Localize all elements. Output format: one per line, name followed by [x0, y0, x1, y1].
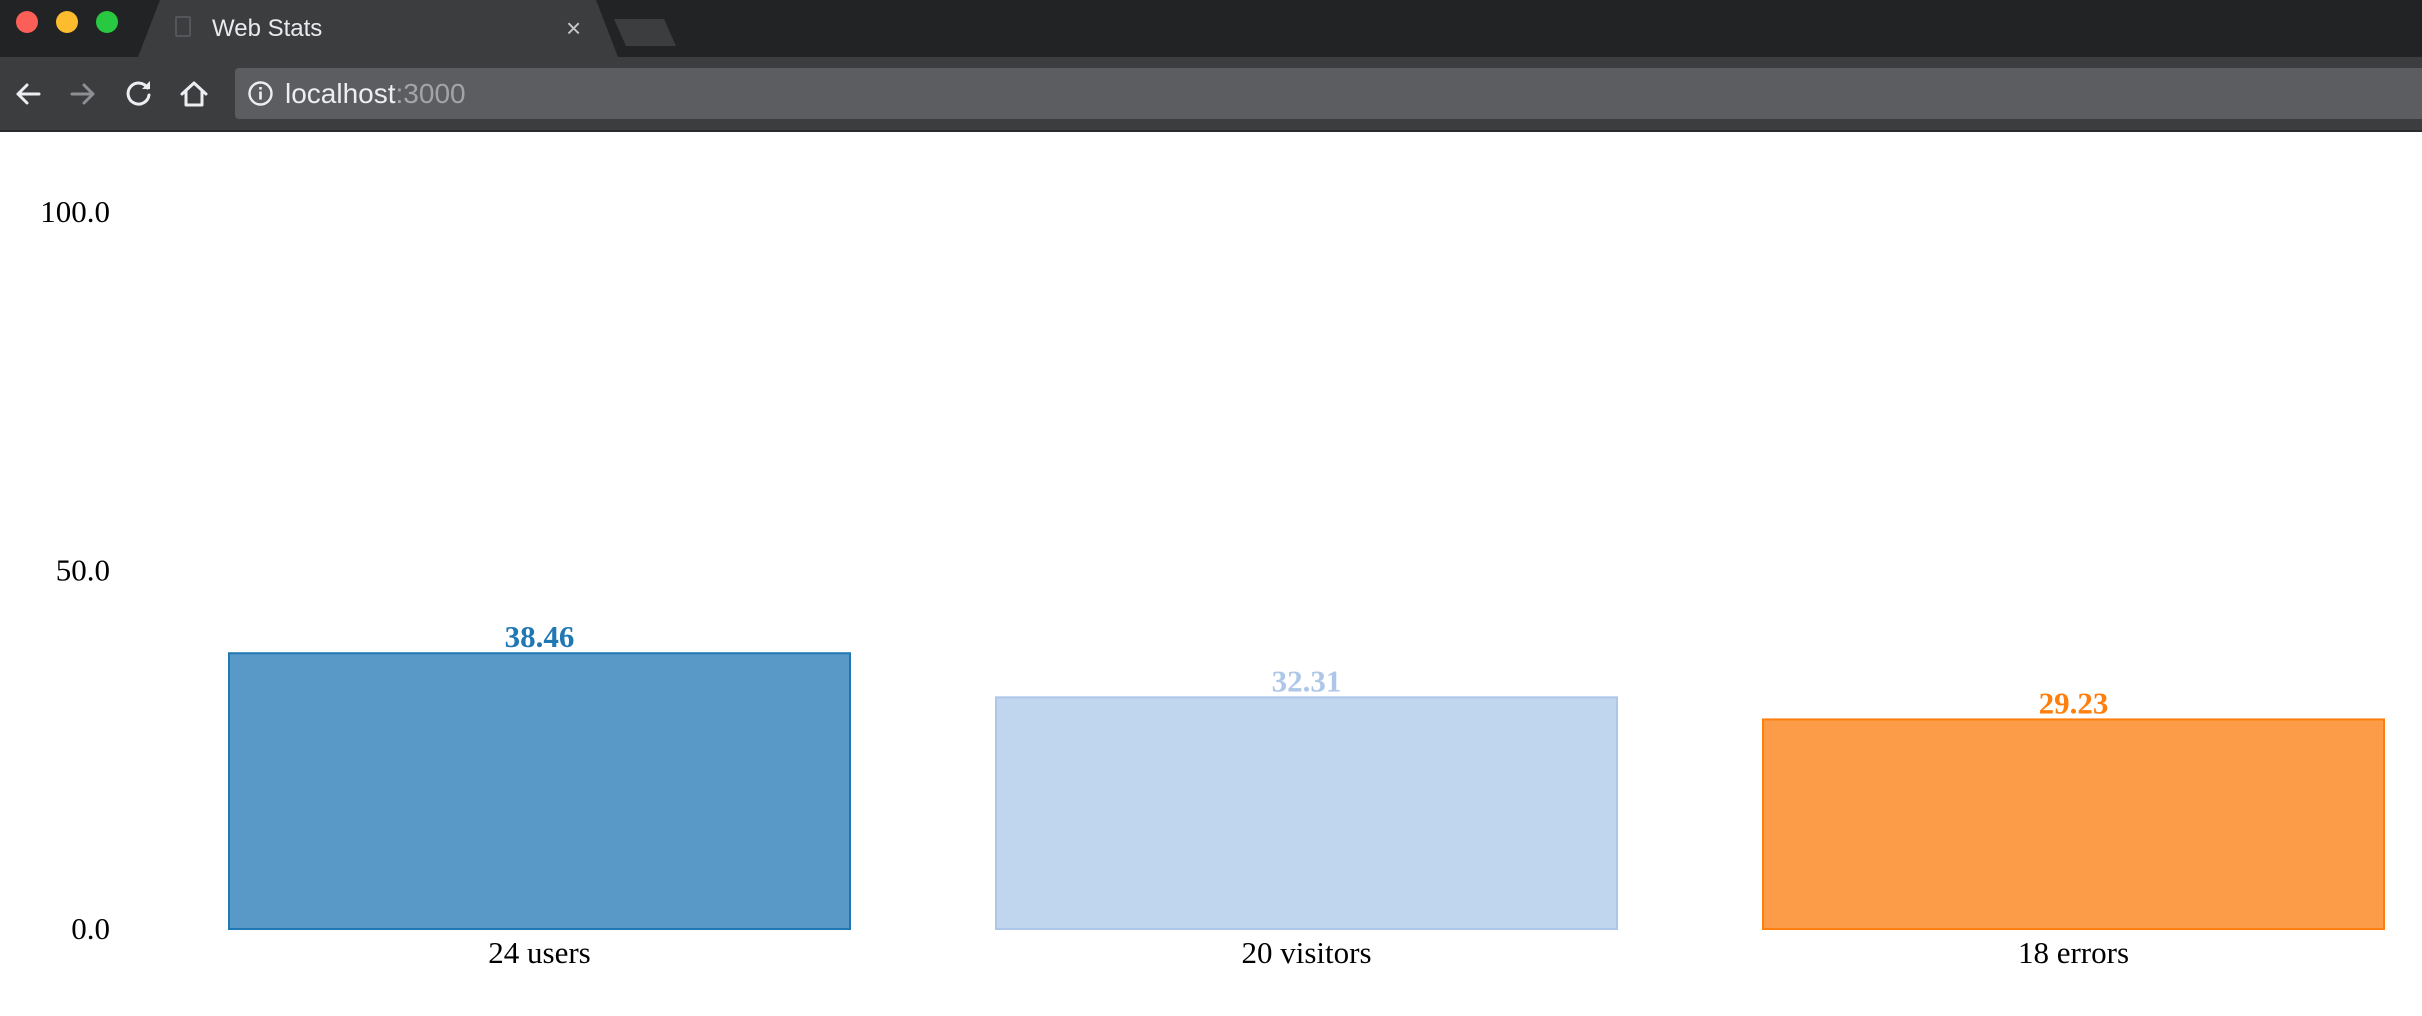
- url-host: localhost: [285, 78, 396, 109]
- bar-value-label: 29.23: [2039, 685, 2109, 720]
- browser-toolbar: localhost:3000: [0, 57, 2422, 132]
- url-text[interactable]: localhost:3000: [285, 68, 466, 119]
- bar: [995, 696, 1618, 930]
- reload-button[interactable]: [120, 75, 158, 113]
- arrow-left-icon: [16, 83, 41, 105]
- window-maximize-button[interactable]: [96, 11, 118, 33]
- tab-title: Web Stats: [212, 15, 323, 42]
- tab-close-button[interactable]: ×: [566, 13, 582, 43]
- browser-tab[interactable]: Web Stats ×: [138, 0, 618, 57]
- x-category-label: 24 users: [488, 935, 590, 970]
- new-tab-button[interactable]: [614, 19, 676, 46]
- home-button[interactable]: [175, 75, 213, 113]
- bar-value-label: 38.46: [505, 619, 575, 654]
- address-bar[interactable]: localhost:3000: [235, 68, 2422, 119]
- back-button[interactable]: [9, 75, 47, 113]
- page-content: 100.0 50.0 0.0 38.46 24 users 32.31 20 visitor…: [0, 132, 2422, 1016]
- bar: [228, 652, 851, 931]
- bar-chart: 100.0 50.0 0.0 38.46 24 users 32.31 20 visitor…: [40, 194, 2385, 970]
- y-tick-label: 0.0: [71, 911, 110, 946]
- y-tick-label: 50.0: [56, 553, 110, 588]
- window-minimize-button[interactable]: [56, 11, 78, 33]
- page-favicon-icon: [175, 16, 191, 37]
- forward-button[interactable]: [64, 75, 102, 113]
- tab-strip: Web Stats ×: [0, 0, 2422, 57]
- x-category-label: 20 visitors: [1241, 935, 1371, 970]
- bar: [1762, 718, 2385, 930]
- home-icon: [180, 81, 208, 107]
- x-category-label: 18 errors: [2018, 935, 2129, 970]
- window-close-button[interactable]: [16, 11, 38, 33]
- info-icon[interactable]: [247, 80, 274, 107]
- url-port: :3000: [395, 78, 466, 109]
- bar-value-label: 32.31: [1272, 663, 1342, 698]
- reload-icon: [126, 81, 151, 106]
- arrow-right-icon: [70, 83, 95, 105]
- y-tick-label: 100.0: [40, 194, 110, 229]
